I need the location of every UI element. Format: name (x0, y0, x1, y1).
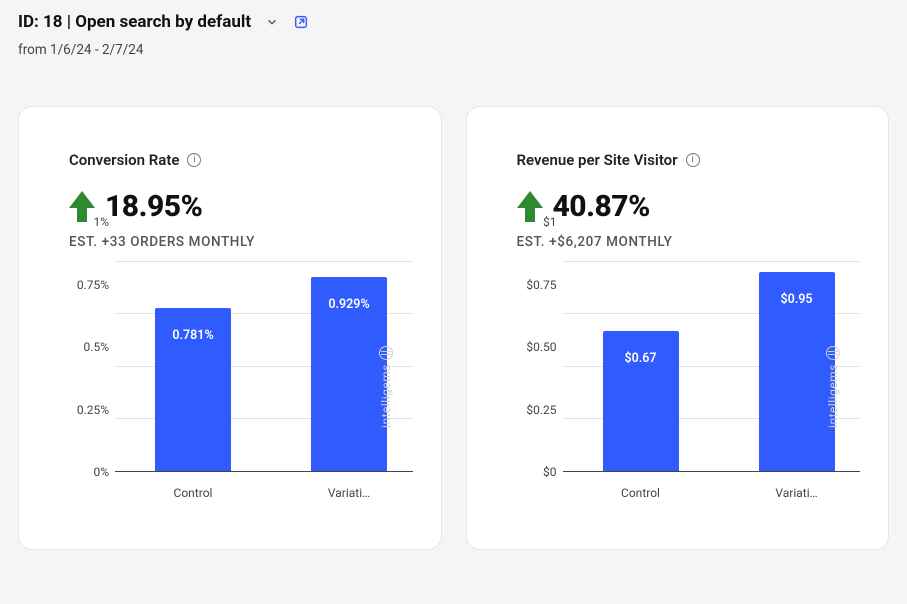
bar-chart: $0$0.25$0.50$0.75$1ControlVariati…$0.67$… (485, 262, 871, 512)
page-title: ID: 18 | Open search by default (18, 12, 251, 32)
estimate-line: EST. +$6,207 MONTHLY (517, 234, 859, 250)
chevron-down-icon[interactable] (265, 15, 279, 29)
grid-line (563, 261, 861, 262)
grid-line (115, 261, 413, 262)
x-tick-label: Control (155, 486, 231, 500)
x-tick-label: Control (603, 486, 679, 500)
y-tick-label: 0% (37, 465, 109, 479)
y-tick-label: 1% (37, 215, 109, 229)
card-title: Revenue per Site Visitor (517, 151, 678, 169)
bar: $0.95 (759, 272, 835, 471)
external-link-icon[interactable] (293, 14, 309, 30)
bar-value-label: $0.95 (759, 292, 835, 307)
metric-card: Conversion Rate i 18.95% EST. +33 ORDERS MO… (18, 106, 442, 550)
date-range: from 1/6/24 - 2/7/24 (18, 42, 889, 58)
bar: $0.67 (603, 331, 679, 471)
cards-container: Conversion Rate i 18.95% EST. +33 ORDERS MO… (18, 106, 889, 550)
y-tick-label: $0.75 (485, 278, 557, 292)
metric-card: Revenue per Site Visitor i 40.87% EST. +$6,… (466, 106, 890, 550)
plot-area: 0.781% 0.929% (115, 262, 413, 472)
y-tick-label: 0.5% (37, 340, 109, 354)
y-tick-label: 0.75% (37, 278, 109, 292)
metric-change-value: 18.95% (105, 189, 202, 224)
metric-change-value: 40.87% (553, 189, 650, 224)
bar-value-label: 0.929% (311, 297, 387, 312)
info-icon[interactable]: i (686, 153, 700, 167)
y-tick-label: $0.50 (485, 340, 557, 354)
bar-value-label: $0.67 (603, 351, 679, 366)
x-tick-label: Variati… (311, 486, 387, 500)
y-tick-label: 0.25% (37, 403, 109, 417)
card-title: Conversion Rate (69, 151, 179, 169)
estimate-line: EST. +33 ORDERS MONTHLY (69, 234, 411, 250)
x-tick-label: Variati… (759, 486, 835, 500)
info-icon[interactable]: i (187, 153, 201, 167)
y-tick-label: $1 (485, 215, 557, 229)
bar: 0.929% (311, 277, 387, 471)
bar-value-label: 0.781% (155, 328, 231, 343)
y-tick-label: $0 (485, 465, 557, 479)
plot-area: $0.67 $0.95 (563, 262, 861, 472)
y-tick-label: $0.25 (485, 403, 557, 417)
bar: 0.781% (155, 308, 231, 471)
header-row: ID: 18 | Open search by default (18, 12, 889, 32)
bar-chart: 0%0.25%0.5%0.75%1%ControlVariati…0.781%0… (37, 262, 423, 512)
